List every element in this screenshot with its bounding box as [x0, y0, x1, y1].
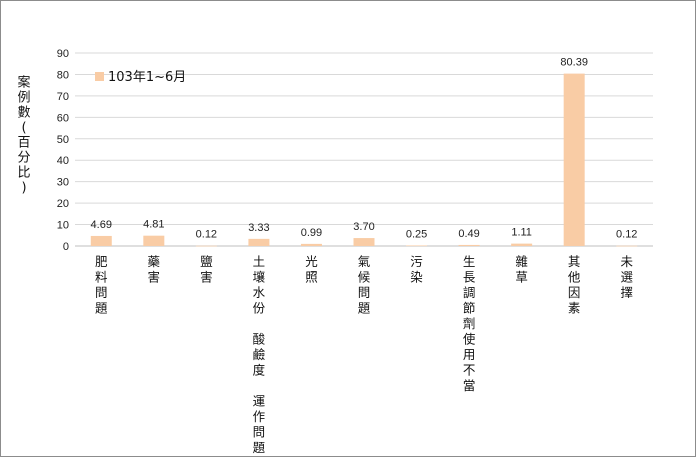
bar: [248, 238, 270, 246]
bar: [300, 243, 322, 246]
y-tick-label: 60: [57, 112, 69, 124]
y-tick-label: 30: [57, 177, 69, 189]
data-label: 4.81: [143, 219, 164, 231]
y-tick-label: 50: [57, 134, 69, 146]
data-label: 0.12: [196, 229, 217, 241]
y-tick-labels: 0 10 20 30 40 50 60 70 80 90: [57, 48, 69, 253]
category-label: 其他因素: [568, 254, 581, 316]
bar: [353, 238, 375, 246]
category-label: 藥害: [148, 254, 161, 285]
data-label: 0.99: [301, 227, 322, 239]
category-label: 肥料問題: [95, 254, 108, 316]
bar: [143, 235, 165, 246]
bar: [616, 245, 638, 247]
data-label: 0.25: [406, 228, 427, 240]
y-tick-label: 70: [57, 91, 69, 103]
category-label: 雜草: [515, 254, 528, 285]
bar: [195, 245, 217, 247]
data-labels: 4.69 4.81 0.12 3.33 0.99 3.70 0.25 0.49 1.11 80.3…: [91, 57, 638, 241]
bar: [90, 235, 112, 246]
y-axis-label-text: 案例數(百分比): [17, 76, 30, 196]
bar: [563, 73, 585, 246]
category-label: 鹽害: [200, 254, 213, 285]
legend-swatch: [95, 72, 104, 81]
category-label: 未選擇: [620, 254, 633, 300]
y-tick-label: 40: [57, 155, 69, 167]
bars: [90, 73, 638, 247]
grid-lines: [75, 52, 653, 247]
data-label: 80.39: [560, 57, 588, 69]
legend-label: 103年1~6月: [108, 70, 186, 85]
category-label: 光照: [305, 254, 318, 285]
data-label: 4.69: [91, 219, 112, 231]
y-tick-label: 80: [57, 69, 69, 81]
category-label: 土壤水份酸鹼度運作問題: [253, 254, 266, 455]
data-label: 3.70: [353, 221, 374, 233]
category-label: 氣候問題: [358, 254, 371, 316]
data-label: 0.12: [616, 229, 637, 241]
data-label: 3.33: [248, 222, 269, 234]
data-label: 1.11: [511, 227, 532, 239]
y-tick-label: 90: [57, 48, 69, 60]
category-label: 生長調節劑使用不當: [463, 254, 476, 393]
y-tick-label: 20: [57, 198, 69, 210]
bar: [406, 245, 428, 247]
data-label: 0.49: [458, 228, 479, 240]
category-label: 污染: [410, 254, 423, 285]
bar: [458, 244, 480, 246]
y-axis-label: 案例數(百分比): [17, 76, 30, 196]
category-labels: 肥料問題 藥害 鹽害 土壤水份酸鹼度運作問題 光照 氣候問題 污染 生長調節劑使用不當 雜草 其他…: [95, 254, 633, 455]
y-tick-label: 0: [63, 241, 69, 253]
bar: [511, 243, 533, 246]
legend: 103年1~6月: [95, 70, 186, 85]
y-tick-label: 10: [57, 220, 69, 232]
